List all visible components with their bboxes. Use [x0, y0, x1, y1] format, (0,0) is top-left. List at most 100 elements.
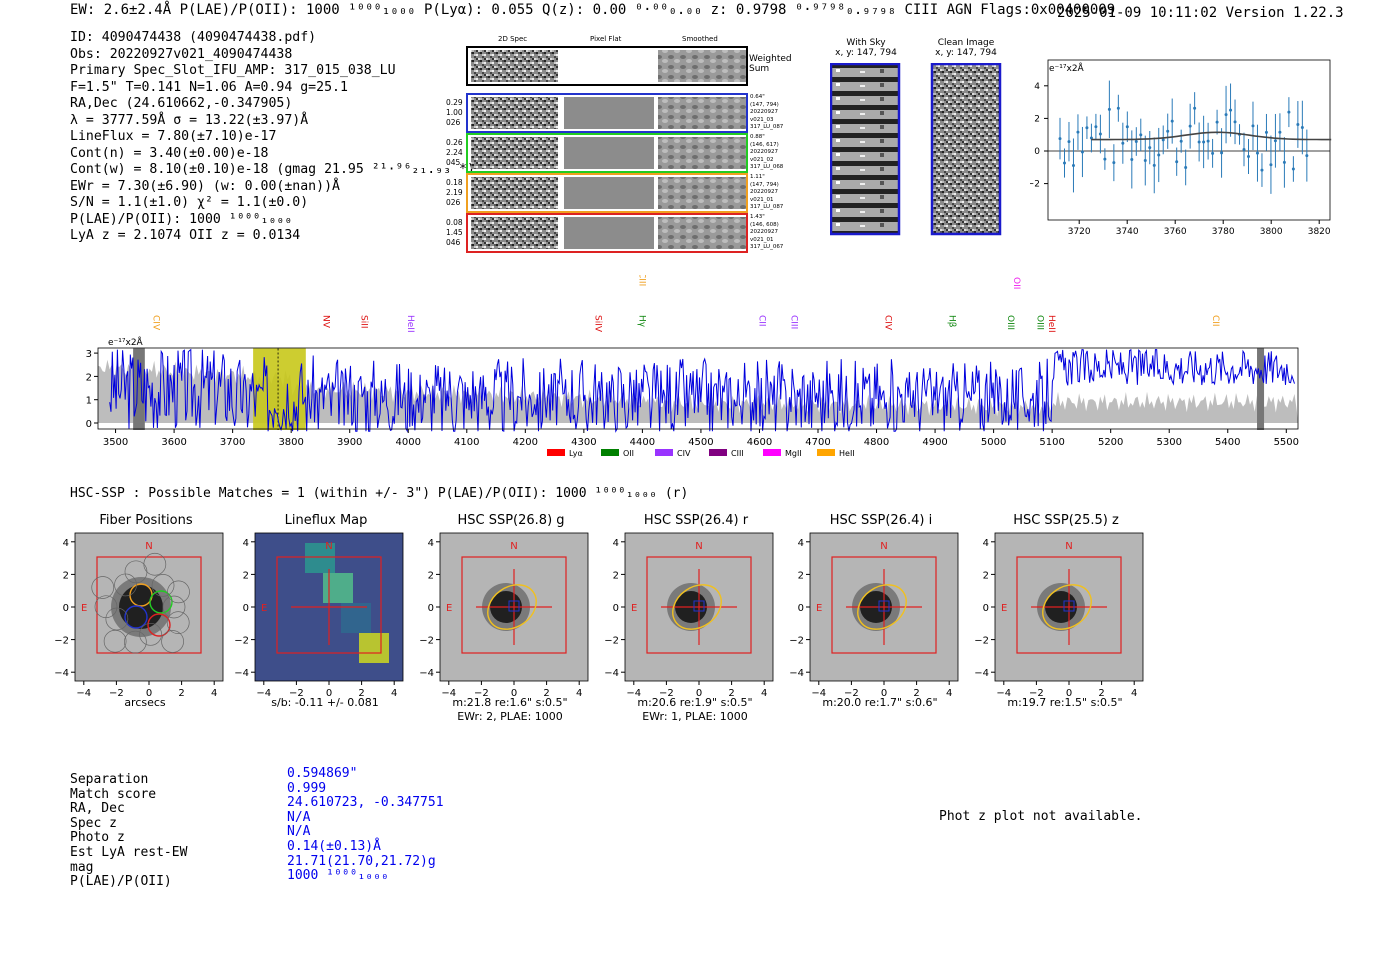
mini-point [1269, 163, 1273, 167]
mini-point [1161, 138, 1165, 142]
mini-point [1103, 157, 1107, 161]
spectrum-xtick-label: 4900 [922, 437, 947, 448]
spectrum-xtick-label: 4400 [630, 437, 655, 448]
compass-n: N [145, 541, 152, 552]
mini-point [1287, 110, 1291, 114]
spectrum-xtick-label: 3800 [278, 437, 303, 448]
hsc-panel-title-5: HSC SSP(25.5) z [1013, 513, 1119, 528]
line-marker-nv: NV [320, 315, 330, 329]
mini-ytick-label: 0 [1034, 147, 1040, 157]
fiber-label-left: 0.29 [446, 98, 463, 107]
xtick-label: −4 [441, 688, 456, 699]
spectrum-xtick-label: 5100 [1039, 437, 1064, 448]
mini-point [1197, 140, 1201, 144]
fiber-circle [147, 613, 171, 637]
info-id: ID: 4090474438 (4090474438.pdf) [70, 30, 317, 45]
mini-point [1116, 106, 1120, 110]
fiber-label-right: 317_LU_067 [750, 244, 784, 251]
header-summary: EW: 2.6±2.4Å P(LAE)/P(OII): 1000 ¹⁰⁰⁰₁₀₀… [70, 2, 1116, 18]
clean-image-title-text: Clean Image [937, 38, 995, 48]
ytick-label: 0 [63, 603, 69, 614]
cutout-col-title-smoothed: Smoothed [682, 35, 718, 43]
hsc-panel-3: N E 4 2 0 −2 −4 −4 −2 0 2 4 [604, 532, 774, 699]
xtick-label: −2 [289, 688, 304, 699]
xtick-label: 2 [1098, 688, 1104, 699]
fiber-label-left: 045 [446, 158, 461, 167]
legend-swatch [763, 449, 781, 456]
lineflux-blob [323, 573, 353, 603]
mini-point [1157, 153, 1161, 157]
ytick-label: −2 [419, 636, 434, 647]
aperture-box [96, 556, 202, 654]
fiber-row-frame [466, 93, 748, 133]
hsc-panel-2: N E 4 2 0 −2 −4 −4 −2 0 2 4 [419, 532, 589, 699]
fiber-label-right: v021_02 [750, 156, 774, 163]
mini-point [1264, 130, 1268, 134]
ytick-label: 4 [798, 538, 804, 549]
spectrum-xtick-label: 4600 [747, 437, 772, 448]
legend-label: CIII [731, 449, 744, 458]
ytick-label: −4 [974, 668, 989, 679]
fiber-2-smoothed [658, 177, 746, 209]
aperture-box [831, 556, 937, 654]
ytick-label: 2 [243, 570, 249, 581]
legend-label: MgII [785, 449, 802, 458]
mini-point [1134, 140, 1138, 144]
fiber-label-left: 1.00 [446, 108, 463, 117]
fiber-circle [94, 595, 118, 619]
info-cont-n: Cont(n) = 3.40(±0.00)e-18 [70, 145, 269, 161]
mini-xtick-label: 3720 [1068, 227, 1091, 235]
fiber-label-left: 2.19 [446, 188, 463, 197]
key-radec: RA, Dec [70, 801, 125, 817]
key-plae: P(LAE)/P(OII) [70, 874, 172, 890]
ytick-label: 0 [243, 603, 249, 614]
key-spec-z: Spec z [70, 815, 117, 831]
mini-point [1179, 139, 1183, 143]
val-plae: 1000 ¹⁰⁰⁰₁₀₀₀ [287, 868, 389, 884]
fiber-label-right: 317_LU_087 [750, 204, 784, 211]
spectrum-ylabel: e⁻¹⁷x2Å [108, 336, 144, 348]
mini-point [1058, 137, 1062, 141]
line-marker-heii: HeII [405, 315, 415, 333]
xtick-label: 4 [576, 688, 582, 699]
mini-point [1278, 130, 1282, 134]
ytick-label: −2 [974, 636, 989, 647]
legend-swatch [709, 449, 727, 456]
info-cont-w: Cont(w) = 8.10(±0.10)e-18 (gmag 21.95 ²¹… [70, 162, 475, 177]
key-mag: mag [70, 859, 94, 875]
target-box [1063, 600, 1075, 612]
fiber-3-left-labels: 0.08 1.45 046 [446, 218, 463, 248]
mini-point [1300, 126, 1304, 130]
compass-n: N [510, 541, 517, 552]
fiber-label-left: 0.18 [446, 178, 463, 187]
info-lineflux: LineFlux = 7.80(±7.10)e-17 [70, 129, 277, 144]
cutout-strip [466, 46, 748, 253]
hsc-panel-title-1: Lineflux Map [284, 513, 368, 528]
fiber-0-left-labels: 0.29 1.00 026 [446, 98, 463, 128]
info-radec: RA,Dec (24.610662,-0.347905) [70, 96, 293, 111]
val-radec: 24.610723, -0.347751 [287, 795, 444, 811]
ytick-label: −4 [789, 668, 804, 679]
lineflux-blob [305, 543, 335, 573]
lineflux-blob [359, 633, 389, 663]
xtick-label: 4 [761, 688, 767, 699]
fiber-2-pixelflat [564, 177, 654, 209]
fiber-2-left-labels: 0.18 2.19 026 [446, 178, 463, 208]
xtick-label: −2 [1029, 688, 1044, 699]
key-lya-ew: Est LyA rest-EW [70, 844, 188, 860]
mini-point [1206, 139, 1210, 143]
mini-point [1098, 132, 1102, 136]
spectrum-xtick-label: 3900 [337, 437, 362, 448]
source-ellipse [1042, 584, 1092, 630]
info-primary-slot: Primary Spec_Slot_IFU_AMP: 317_015_038_L… [70, 63, 396, 78]
fiber-3-pixelflat [564, 217, 654, 249]
mini-spectrum-chart: e⁻¹⁷x2Å 4 2 0 −2 3720 3740 3760 3780 3800 3820 [1030, 59, 1332, 235]
val-separation: 0.594869" [287, 766, 358, 781]
legend-swatch [817, 449, 835, 456]
ytick-label: −4 [419, 668, 434, 679]
fiber-label-right: 317_LU_068 [750, 164, 784, 171]
fiber-circle [162, 595, 186, 619]
fiber-row-frame [466, 213, 748, 253]
mini-point [1184, 165, 1188, 169]
match-values: 0.594869" 0.999 24.610723, -0.347751 N/A… [287, 766, 444, 884]
